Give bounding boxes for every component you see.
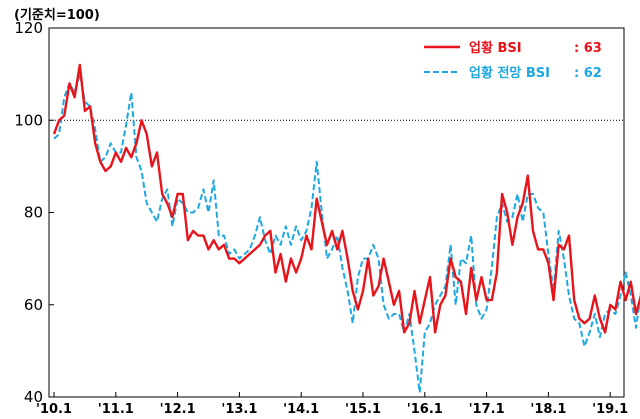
x-axis: '10.1 '11.1 '12.1 '13.1 '14.1 '15.1 '16.1 '17.1… — [36, 392, 628, 417]
legend-value: : 63 — [574, 41, 602, 56]
unit-label: (기준치=100) — [14, 7, 100, 23]
x-tick-label: '19.1 — [592, 402, 628, 417]
y-tick-label: 120 — [14, 19, 43, 37]
series-line-bsi — [52, 63, 640, 334]
x-tick-label: '14.1 — [283, 402, 319, 417]
x-tick-label: '10.1 — [36, 402, 72, 417]
legend-label: 업황 전망 BSI — [469, 65, 550, 81]
x-tick-label: '16.1 — [407, 402, 443, 417]
y-tick-label: 40 — [24, 388, 43, 406]
y-tick-label: 100 — [14, 111, 43, 129]
y-tick-label: 80 — [24, 204, 43, 222]
x-tick-label: '15.1 — [345, 402, 381, 417]
x-tick-label: '13.1 — [221, 402, 257, 417]
x-tick-label: '18.1 — [530, 402, 566, 417]
legend-value: : 62 — [574, 66, 602, 81]
y-tick-label: 60 — [24, 296, 43, 314]
legend-label: 업황 BSI — [469, 40, 522, 56]
y-axis: 40 60 80 100 120 — [14, 19, 54, 406]
series-group — [52, 63, 640, 394]
x-tick-label: '17.1 — [469, 402, 505, 417]
legend: 업황 BSI : 63 업황 전망 BSI : 62 — [424, 40, 602, 81]
x-tick-label: '11.1 — [98, 402, 134, 417]
plot-frame — [48, 27, 625, 398]
x-tick-label: '12.1 — [160, 402, 196, 417]
series-line-outlook-bsi — [53, 73, 640, 394]
